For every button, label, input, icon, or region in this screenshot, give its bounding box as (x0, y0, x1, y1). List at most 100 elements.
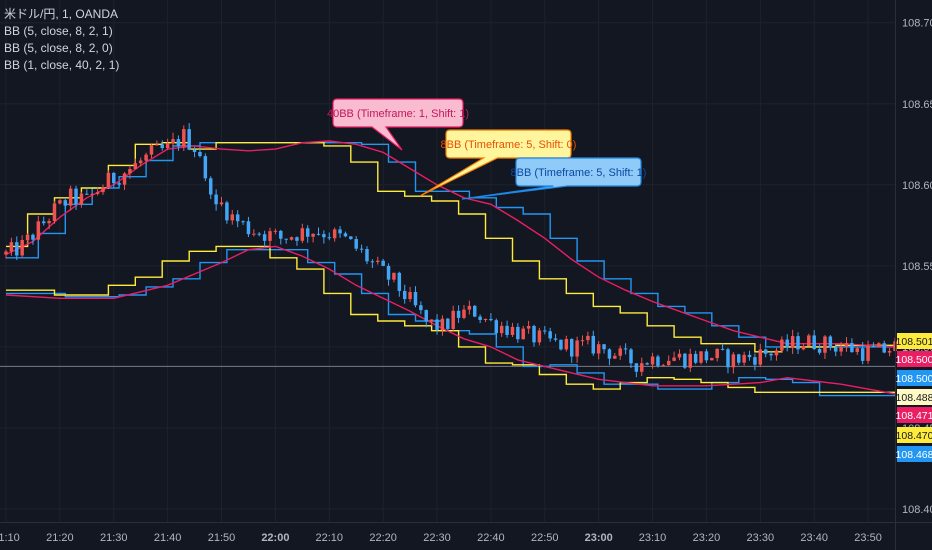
candle-body (327, 237, 332, 239)
candle-body (79, 193, 84, 205)
candle-body (860, 348, 865, 361)
band-line (5, 140, 896, 348)
candle-body (586, 335, 590, 341)
candle-body (198, 151, 202, 157)
band-line (6, 245, 895, 393)
legend-indicator[interactable]: BB (1, close, 40, 2, 1) (4, 58, 120, 72)
candle-body (440, 318, 445, 330)
candle-body (208, 178, 213, 195)
time-tick-label: 21:50 (208, 532, 236, 544)
candle-body (332, 229, 337, 239)
candle-body (316, 233, 321, 235)
callout-40bb-text: 40BB (Timeframe: 1, Shift: 1) (327, 108, 469, 120)
candle-body (456, 310, 461, 318)
candle-body (801, 346, 806, 350)
candle-body (607, 349, 612, 359)
price-label-text: 108.500 (896, 373, 932, 385)
candle-body (494, 320, 499, 334)
time-tick-label: 21:40 (154, 532, 182, 544)
candle-body (424, 310, 428, 322)
candle-body (429, 319, 434, 322)
time-tick-label: 23:20 (693, 532, 721, 544)
candle-body (262, 234, 267, 241)
price-label-box (897, 351, 932, 367)
callout-8bb-shift0: 8BB (Timeframe: 5, Shift: 0) (419, 129, 577, 197)
time-tick-label: 23:30 (747, 532, 775, 544)
candle-body (90, 193, 94, 195)
candle-body (20, 240, 24, 256)
candle-body (758, 349, 763, 365)
candle-body (580, 340, 585, 342)
candle-body (807, 335, 811, 347)
time-tick-label: 21:10 (0, 532, 20, 544)
candle-body (473, 305, 477, 317)
candle-body (742, 354, 746, 363)
candle-body (887, 351, 892, 353)
candle-body (392, 272, 396, 280)
time-tick-label: 21:30 (100, 532, 128, 544)
price-label-text: 108.470 (896, 430, 932, 442)
candle-body (645, 363, 649, 365)
candle-body (9, 242, 14, 252)
candle-body (753, 357, 757, 365)
time-tick-label: 23:00 (585, 532, 613, 544)
price-tick-label: 108.550 (902, 261, 932, 273)
candle-body (112, 172, 116, 184)
candle-body (15, 242, 19, 256)
candle-body (877, 343, 881, 348)
candle-body (715, 348, 719, 359)
candle-body (596, 344, 601, 354)
price-label-box (897, 389, 932, 405)
candle-body (812, 335, 816, 350)
time-tick-label: 23:10 (639, 532, 667, 544)
candle-body (780, 339, 784, 351)
legend-symbol[interactable]: 米ドル/円, 1, OANDA (4, 7, 119, 21)
candle-body (289, 237, 294, 240)
candle-body (623, 348, 628, 350)
legend-indicator[interactable]: BB (5, close, 8, 2, 0) (4, 41, 113, 55)
candle-body (769, 353, 773, 356)
candle-body (699, 351, 703, 363)
candle-body (370, 261, 375, 263)
candle-body (419, 305, 423, 311)
time-tick-label: 21:20 (46, 532, 74, 544)
candle-body (365, 249, 369, 262)
candle-body (537, 330, 542, 343)
candle-body (790, 336, 795, 348)
band-line (6, 142, 895, 353)
candle-body (257, 233, 261, 235)
price-label-box (897, 427, 932, 443)
candle-body (305, 228, 310, 237)
time-axis[interactable]: 21:10 21:20 21:30 21:40 21:50 22:00 22:10 22:20… (0, 532, 882, 544)
candle-body (203, 156, 208, 179)
candle-body (95, 192, 100, 194)
candle-body (731, 354, 736, 368)
candle-body (505, 325, 509, 335)
candle-body (101, 187, 105, 193)
candle-body (532, 326, 536, 343)
candle-body (451, 310, 455, 329)
candle-body (25, 234, 30, 241)
candle-body (553, 338, 558, 340)
price-label-box (897, 407, 932, 423)
candle-body (564, 338, 569, 350)
legend-indicator[interactable]: BB (5, close, 8, 2, 1) (4, 24, 113, 38)
price-labels: 108.501 108.500 108.500 108.488 108.471 108.4… (896, 333, 932, 462)
time-tick-label: 22:10 (316, 532, 344, 544)
callout-8bb-shift0-text: 8BB (Timeframe: 5, Shift: 0) (441, 139, 577, 151)
candle-body (882, 343, 886, 353)
candle-body (246, 221, 251, 235)
candle-body (774, 350, 779, 356)
candle-body (359, 248, 364, 250)
time-tick-label: 23:50 (854, 532, 882, 544)
time-tick-label: 23:40 (800, 532, 828, 544)
candle-body (785, 339, 789, 348)
candle-body (63, 200, 68, 206)
candle-body (381, 260, 385, 266)
candle-body (230, 214, 235, 221)
candle-body (192, 149, 197, 152)
candle-body (677, 353, 682, 358)
callout-8bb-shift1-bubble (461, 157, 642, 200)
candle-body (796, 336, 800, 350)
